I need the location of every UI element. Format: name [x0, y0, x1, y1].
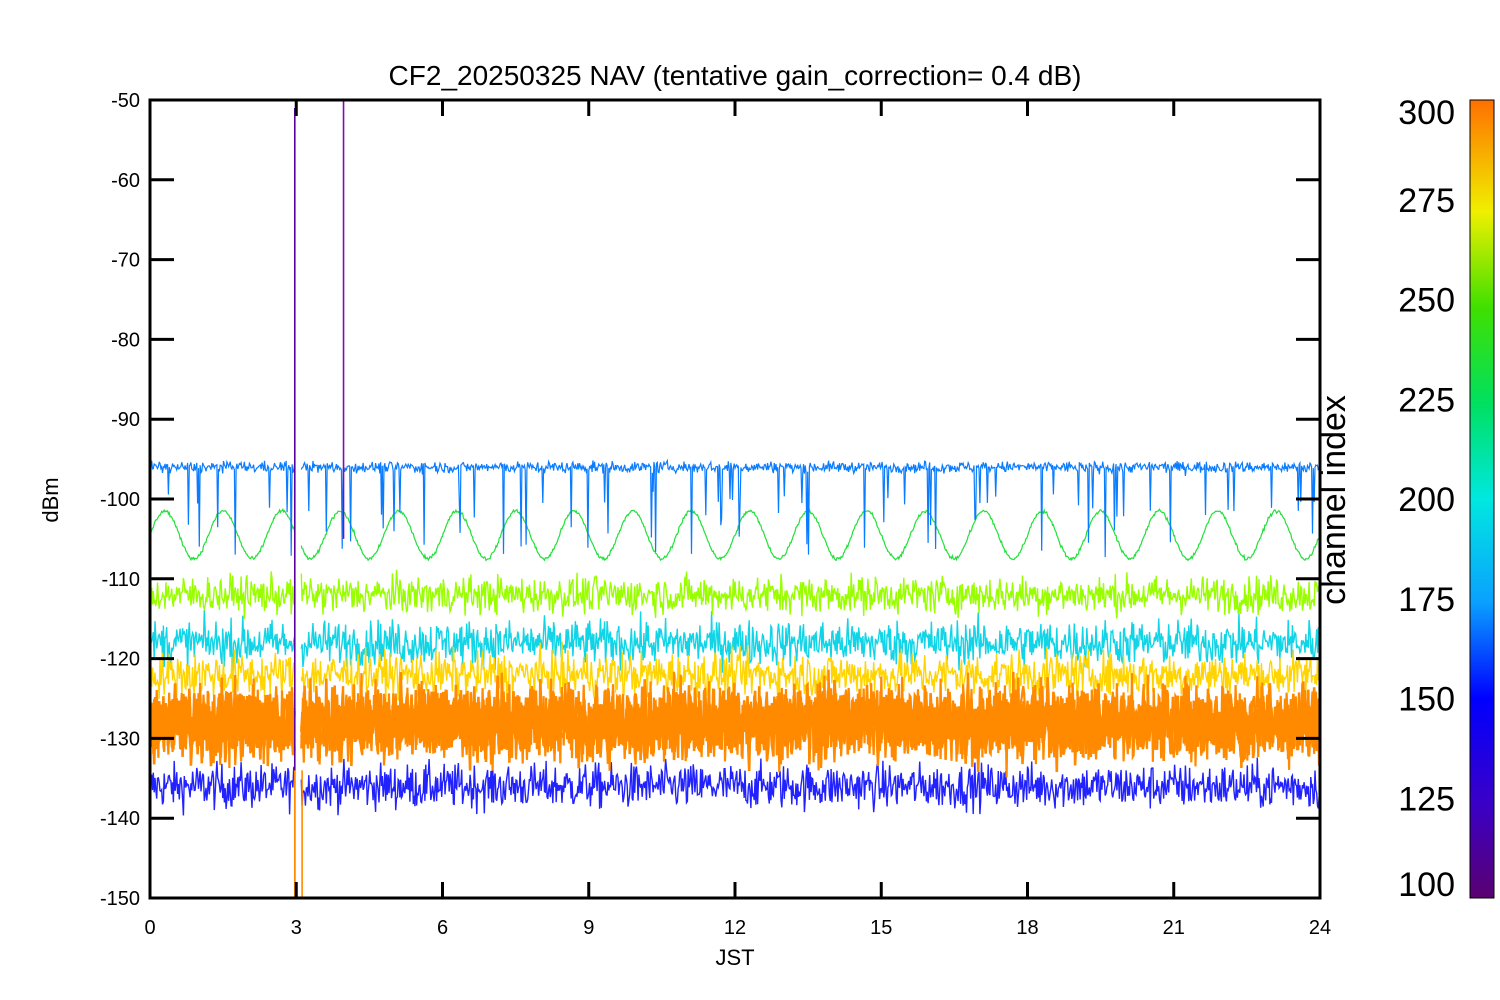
x-axis-title: JST — [715, 945, 754, 970]
colorbar-tick-label: 100 — [1398, 866, 1455, 904]
series-line — [150, 569, 1320, 619]
series-line — [150, 673, 1320, 771]
y-axis: -50 -60 -70 -80 -90 -100 -110 -120 -130 -140 -150 — [100, 90, 1320, 910]
colorbar-tick-label: 225 — [1398, 381, 1455, 419]
colorbar-tick-label: 175 — [1398, 581, 1455, 619]
y-tick-label: -140 — [100, 808, 140, 830]
x-tick-label: 12 — [724, 917, 746, 939]
x-tick-label: 3 — [291, 917, 302, 939]
x-tick-label: 15 — [870, 917, 892, 939]
y-tick-label: -70 — [111, 250, 140, 272]
y-tick-label: -90 — [111, 409, 140, 431]
colorbar-tick-label: 275 — [1398, 182, 1455, 220]
colorbar-tick-label: 300 — [1398, 94, 1455, 132]
colorbar-title: channel index — [1315, 395, 1353, 605]
series-line — [150, 506, 1320, 562]
x-tick-label: 6 — [437, 917, 448, 939]
chart-title: CF2_20250325 NAV (tentative gain_correct… — [389, 60, 1082, 91]
y-tick-label: -100 — [100, 489, 140, 511]
series-line — [150, 757, 1320, 816]
x-tick-label: 24 — [1309, 917, 1331, 939]
x-tick-label: 0 — [144, 917, 155, 939]
series-line — [150, 641, 1320, 709]
y-tick-label: -60 — [111, 170, 140, 192]
x-tick-label: 18 — [1016, 917, 1038, 939]
y-tick-label: -110 — [101, 569, 140, 591]
colorbar-tick-label: 125 — [1398, 780, 1455, 818]
x-axis: 0 3 6 9 12 15 18 21 24 — [144, 100, 1331, 939]
series-line — [150, 458, 1320, 558]
y-tick-label: -80 — [111, 329, 140, 351]
colorbar-tick-label: 200 — [1398, 481, 1455, 519]
y-axis-title: dBm — [38, 477, 63, 522]
colorbar-tick-label: 150 — [1398, 681, 1455, 719]
colorbar-tick-label: 250 — [1398, 282, 1455, 320]
y-tick-label: -130 — [100, 728, 140, 750]
series-line — [150, 610, 1320, 673]
y-tick-label: -120 — [100, 649, 140, 671]
colorbar-ticks: 300 275 250 225 200 175 150 125 100 — [1398, 94, 1455, 904]
plot-area — [150, 100, 1320, 898]
colorbar — [1469, 99, 1495, 899]
y-tick-label: -50 — [111, 90, 140, 112]
y-tick-label: -150 — [100, 888, 140, 910]
x-tick-label: 9 — [583, 917, 594, 939]
x-tick-label: 21 — [1163, 917, 1185, 939]
